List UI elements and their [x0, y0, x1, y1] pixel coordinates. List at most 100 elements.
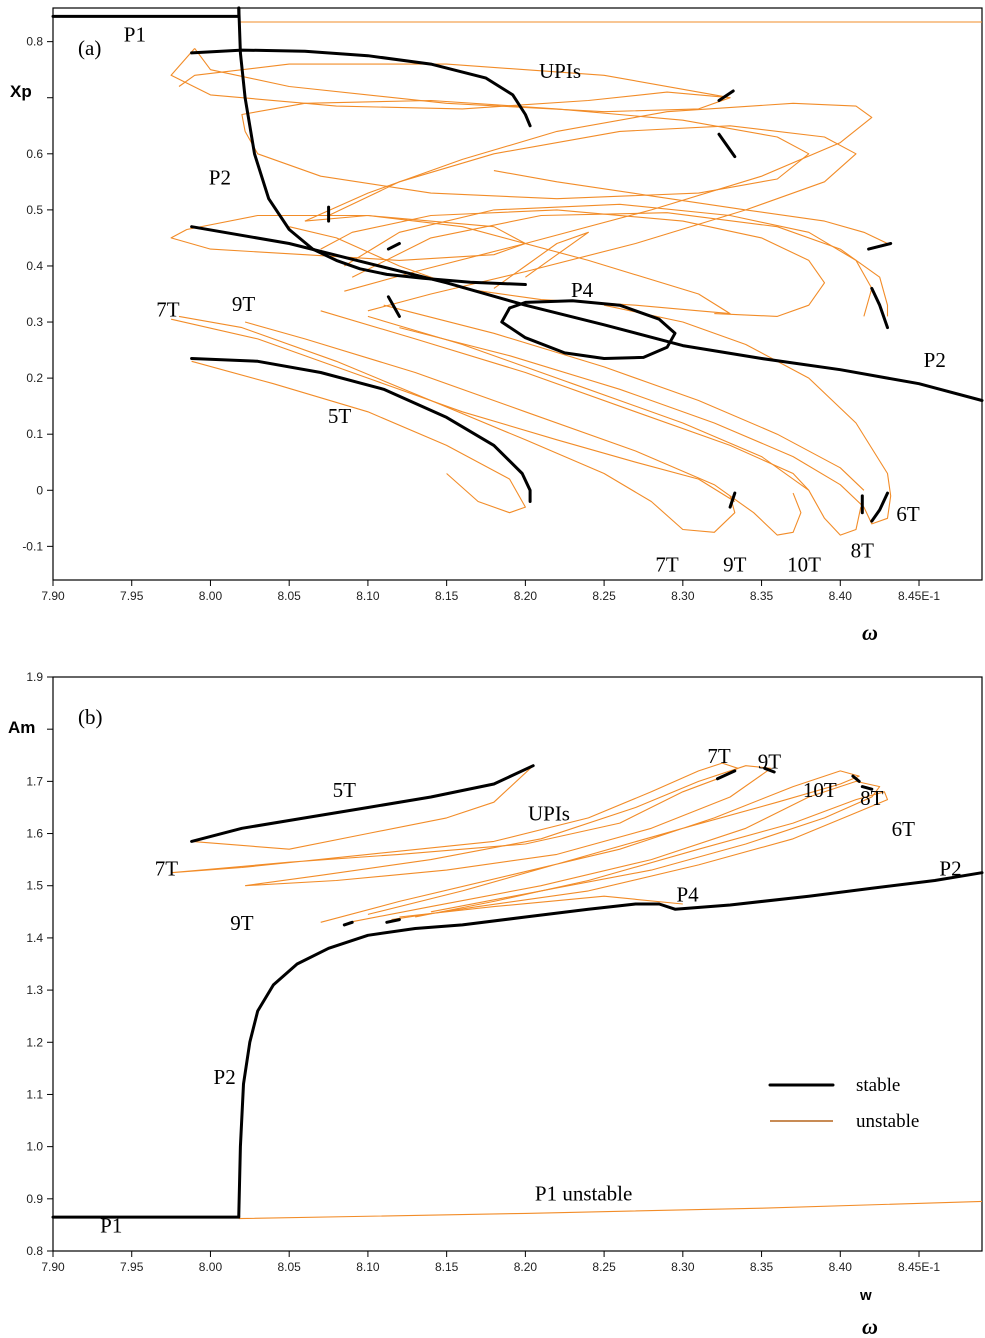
- y-tick-label-b-3: 1.6: [26, 827, 43, 841]
- annotation-b-9: P4: [676, 882, 699, 906]
- x-tick-label-b-8: 8.30: [671, 1260, 695, 1274]
- unstable-branch-a-34: [383, 304, 865, 491]
- stable-branch-a-11: [717, 89, 735, 102]
- y-tick-label-a-9: -0.1: [22, 539, 43, 553]
- x-tick-label-a-11: 8.45E-1: [898, 589, 940, 603]
- x-tick-label-b-1: 7.95: [120, 1260, 144, 1274]
- annotation-a-4: 7T: [156, 297, 180, 321]
- unstable-branch-a-17: [170, 48, 731, 113]
- annotation-b-5: 8T: [860, 786, 884, 810]
- y-tick-label-b-0: 1.9: [26, 670, 43, 684]
- x-axis-label-a: ω: [862, 620, 878, 645]
- unstable-branch-a-33: [320, 310, 810, 491]
- x-tick-label-b-0: 7.90: [41, 1260, 65, 1274]
- stable-branch-a-9: [870, 286, 889, 330]
- annotation-a-2: P2: [209, 166, 231, 190]
- unstable-branch-a-28: [178, 315, 736, 533]
- y-tick-label-a-0: 0.8: [26, 35, 43, 49]
- y-tick-label-b-4: 1.5: [26, 879, 43, 893]
- annotation-a-6: P2: [924, 348, 946, 372]
- y-tick-label-b-2: 1.7: [26, 774, 43, 788]
- annotation-b-1: UPIs: [528, 802, 570, 826]
- legend: stable unstable: [768, 1075, 919, 1132]
- stable-branch-b-5: [860, 785, 874, 791]
- unstable-branch-a-22: [493, 170, 888, 244]
- annotation-b-2: 7T: [707, 744, 731, 768]
- x-axis-label-b: w: [859, 1287, 872, 1304]
- annotation-a-12: 10T: [787, 553, 821, 577]
- x-tick-label-b-3: 8.05: [278, 1260, 302, 1274]
- y-tick-label-b-9: 1.0: [26, 1140, 43, 1154]
- stable-branch-a-4: [500, 299, 677, 360]
- stable-branch-b-4: [851, 774, 861, 783]
- y-tick-label-a-7: 0.1: [26, 427, 43, 441]
- panel-label-a: (a): [78, 36, 101, 60]
- annotation-b-6: 6T: [892, 817, 916, 841]
- annotation-b-8: P2: [939, 856, 961, 880]
- unstable-branch-a-26: [344, 203, 873, 317]
- curves-b: [51, 762, 984, 1220]
- x-tick-label-b-10: 8.40: [829, 1260, 853, 1274]
- stable-branch-a-13: [386, 242, 401, 251]
- annotation-a-3: P4: [571, 278, 594, 302]
- annotation-b-12: P1 unstable: [535, 1181, 632, 1205]
- y-tick-label-b-10: 0.9: [26, 1192, 43, 1206]
- annotation-a-0: P1: [124, 23, 146, 47]
- plot-frame-b: [52, 676, 983, 1252]
- unstable-branch-b-14: [391, 791, 889, 921]
- x-tick-label-b-9: 8.35: [750, 1260, 774, 1274]
- x-tick-label-a-1: 7.95: [120, 589, 144, 603]
- y-tick-label-b-5: 1.4: [26, 931, 43, 945]
- stable-branch-b-6: [342, 920, 354, 927]
- stable-branch-b-2: [716, 769, 737, 781]
- annotation-b-0: 5T: [333, 778, 357, 802]
- legend-stable-label: stable: [856, 1075, 900, 1096]
- plot-frame-a: [52, 7, 983, 581]
- y-tick-label-a-5: 0.3: [26, 315, 43, 329]
- y-tick-label-b-8: 1.1: [26, 1087, 43, 1101]
- y-tick-label-b-6: 1.3: [26, 983, 43, 997]
- x-tick-label-a-6: 8.20: [514, 589, 538, 603]
- x-tick-label-a-5: 8.15: [435, 589, 459, 603]
- annotation-a-8: 6T: [896, 502, 920, 526]
- annotation-a-10: 7T: [655, 553, 679, 577]
- stable-branch-a-6: [728, 491, 737, 509]
- unstable-branch-a-35: [191, 360, 526, 514]
- y-tick-label-b-11: 0.8: [26, 1244, 43, 1258]
- y-tick-label-a-4: 0.4: [26, 259, 43, 273]
- x-tick-label-a-4: 8.10: [356, 589, 380, 603]
- annotation-a-5: 9T: [232, 292, 256, 316]
- annotation-b-3: 9T: [758, 749, 782, 773]
- y-tick-label-a-3: 0.5: [26, 203, 43, 217]
- y-tick-label-a-6: 0.2: [26, 371, 43, 385]
- annotation-b-7: 7T: [155, 856, 179, 880]
- x-tick-label-a-2: 8.00: [199, 589, 223, 603]
- stable-branch-a-7: [870, 491, 889, 523]
- stable-branch-a-12: [717, 132, 737, 159]
- unstable-branch-b-10: [171, 762, 739, 874]
- panel-a: 7.90 7.95 8.00 8.05 8.10 8.15 8.20 8.25 8.30 8.35…: [10, 6, 984, 645]
- unstable-branch-a-29: [170, 318, 736, 502]
- unstable-branch-b-15: [399, 895, 683, 918]
- stable-branch-b-3: [763, 766, 776, 774]
- legend-unstable-label: unstable: [856, 1111, 919, 1132]
- annotation-a-11: 9T: [723, 553, 747, 577]
- unstable-branch-b-11: [245, 765, 772, 887]
- x-ticks-a: 7.90 7.95 8.00 8.05 8.10 8.15 8.20 8.25 8.30 8.35…: [41, 580, 940, 603]
- annotation-b-4: 10T: [803, 778, 837, 802]
- x-tick-label-b-7: 8.25: [592, 1260, 616, 1274]
- x-tick-label-b-6: 8.20: [514, 1260, 538, 1274]
- stable-branch-a-14: [386, 295, 401, 318]
- panel-b: 7.90 7.95 8.00 8.05 8.10 8.15 8.20 8.25 8.30 8.35…: [8, 670, 984, 1338]
- y-tick-label-a-8: 0: [36, 483, 43, 497]
- unstable-branch-a-20: [304, 102, 873, 292]
- stable-branch-b-1: [190, 764, 535, 843]
- unstable-branch-b-13: [348, 780, 881, 923]
- x-axis-label-b-omega: ω: [862, 1314, 878, 1338]
- unstable-branch-a-21: [328, 125, 857, 312]
- x-tick-label-b-11: 8.45E-1: [898, 1260, 940, 1274]
- annotation-b-10: 9T: [230, 911, 254, 935]
- y-axis-label-a: Xp: [10, 82, 32, 101]
- x-tick-label-a-10: 8.40: [829, 589, 853, 603]
